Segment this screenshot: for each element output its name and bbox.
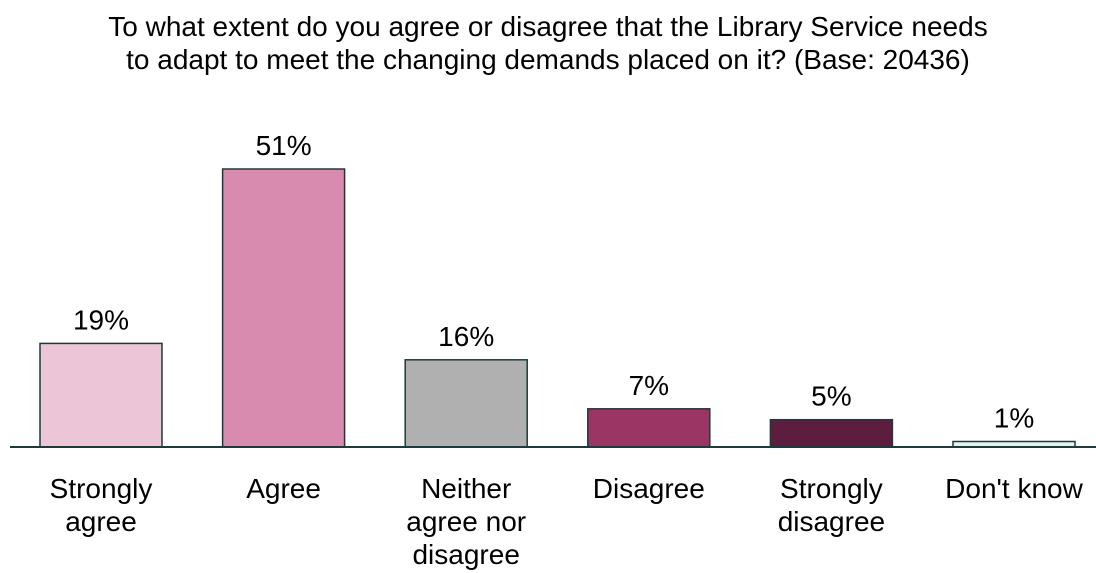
category-label-5: Don't know [945, 473, 1083, 504]
category-label-line: Disagree [593, 473, 705, 504]
category-label-4: Strongly disagree [778, 473, 885, 537]
category-label-1: Agree [246, 473, 321, 504]
bars-layer [39, 168, 1076, 448]
category-label-line: agree [65, 506, 137, 537]
bar-2 [404, 359, 528, 448]
category-label-3: Disagree [593, 473, 705, 504]
data-labels-layer: 19% 51% 16% 7% 5% 1% [73, 130, 1034, 434]
category-label-line: Strongly [780, 473, 883, 504]
bar-1 [221, 168, 346, 448]
bar-3 [587, 408, 711, 448]
data-label-3: 7% [629, 370, 669, 401]
category-label-0: Strongly agree [50, 473, 153, 537]
data-label-0: 19% [73, 304, 129, 335]
data-label-4: 5% [811, 381, 851, 412]
category-label-2: Neither agree nor disagree [406, 473, 526, 570]
category-label-line: disagree [778, 506, 885, 537]
data-label-1: 51% [256, 130, 312, 161]
category-label-line: disagree [412, 539, 519, 570]
data-label-2: 16% [438, 321, 494, 352]
category-label-line: Agree [246, 473, 321, 504]
category-label-line: Strongly [50, 473, 153, 504]
data-label-5: 1% [994, 403, 1034, 434]
category-label-line: agree nor [406, 506, 526, 537]
category-label-line: Don't know [945, 473, 1083, 504]
chart-title: To what extent do you agree or disagree … [108, 11, 988, 75]
bar-0 [39, 342, 163, 448]
bar-4 [769, 418, 894, 448]
category-label-line: Neither [421, 473, 511, 504]
